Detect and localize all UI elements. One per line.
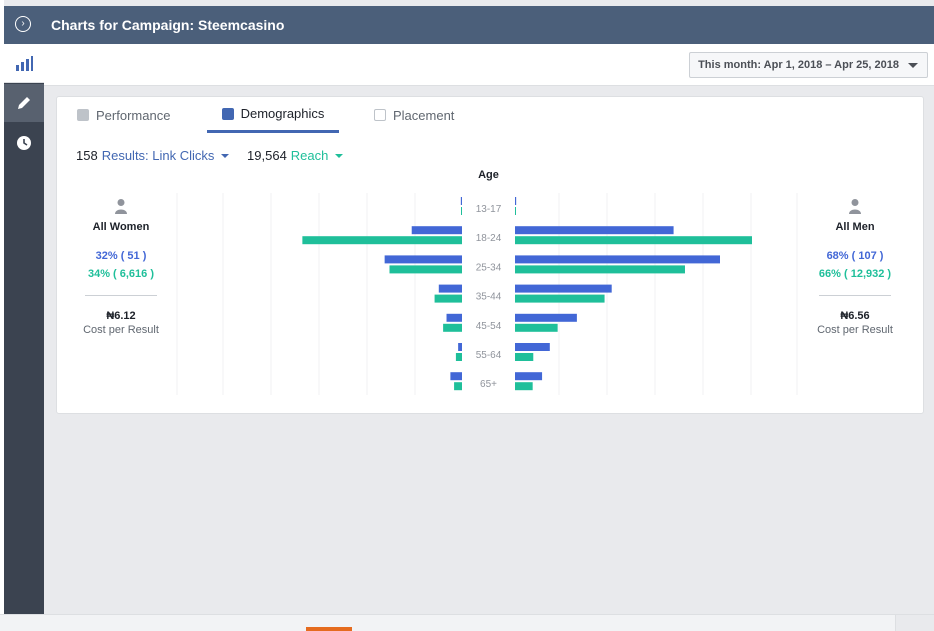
- caret-down-icon: [908, 63, 918, 68]
- men-reach-pct: 66% ( 12,932 ): [818, 268, 892, 280]
- caret-down-icon: [335, 153, 344, 158]
- bar-women-reach: [389, 265, 462, 274]
- bar-women-results: [384, 255, 462, 264]
- page-title: Charts for Campaign: Steemcasino: [51, 17, 285, 33]
- age-tick-label: 35-44: [476, 292, 502, 303]
- bar-women-reach: [443, 323, 462, 332]
- demographics-panel: Performance Demographics Placement 158 R…: [56, 96, 924, 414]
- caret-down-icon: [221, 153, 230, 158]
- bar-men-reach: [515, 236, 752, 245]
- divider: [85, 295, 157, 296]
- scroll-accent: [306, 627, 352, 631]
- tab-label: Performance: [96, 107, 171, 123]
- men-cost-label: Cost per Result: [817, 324, 893, 336]
- divider: [819, 295, 891, 296]
- bar-men-reach: [515, 207, 516, 215]
- women-results-pct: 32% ( 51 ): [95, 250, 147, 262]
- left-edge: [0, 0, 4, 630]
- women-reach-pct: 34% ( 6,616 ): [87, 268, 155, 280]
- bar-women-results: [450, 372, 462, 381]
- bottom-strip: [0, 614, 934, 631]
- women-cost-label: Cost per Result: [83, 324, 159, 336]
- chart-header: › Charts for Campaign: Steemcasino: [4, 6, 934, 44]
- bar-men-results: [515, 226, 674, 235]
- age-butterfly-chart: Age 13-17 18-24 25-34 35-44 45-54 55-64 65+: [176, 169, 798, 395]
- bar-men-results: [515, 284, 612, 293]
- age-tick-label: 13-17: [476, 204, 502, 215]
- age-tick-label: 45-54: [476, 321, 502, 332]
- date-range-label: This month: Apr 1, 2018 – Apr 25, 2018: [698, 59, 899, 71]
- tab-demographics[interactable]: Demographics: [207, 97, 339, 133]
- men-title: All Men: [835, 221, 875, 233]
- men-results-pct: 68% ( 107 ): [826, 250, 884, 262]
- results-metric-selector[interactable]: 158 Results: Link Clicks: [76, 148, 230, 163]
- bar-women-reach: [454, 382, 462, 391]
- bar-women-results: [458, 343, 462, 351]
- bar-men-reach: [515, 294, 605, 303]
- performance-icon: [77, 109, 89, 121]
- results-label: Results: Link Clicks: [101, 148, 215, 163]
- date-range-dropdown[interactable]: This month: Apr 1, 2018 – Apr 25, 2018: [689, 52, 928, 78]
- age-tick-label: 55-64: [476, 350, 502, 361]
- reach-label: Reach: [290, 148, 329, 163]
- reach-value: 19,564: [247, 148, 287, 163]
- bar-men-results: [515, 343, 550, 351]
- bar-men-reach: [515, 323, 558, 332]
- bar-women-reach: [455, 353, 462, 361]
- chart-title: Age: [478, 169, 499, 181]
- bar-men-reach: [515, 265, 685, 274]
- women-title: All Women: [92, 221, 150, 233]
- person-icon: [800, 198, 910, 217]
- men-summary: All Men 68% ( 107 ) 66% ( 12,932 ) ₦6.56…: [800, 198, 910, 336]
- corner-block: [895, 615, 934, 631]
- placement-icon: [374, 109, 386, 121]
- bar-women-results: [438, 284, 462, 293]
- tab-placement[interactable]: Placement: [374, 97, 454, 133]
- chevron-right-circle-icon[interactable]: ›: [15, 16, 31, 32]
- results-value: 158: [76, 148, 98, 163]
- demographics-icon: [221, 107, 234, 120]
- clock-icon[interactable]: [4, 124, 44, 162]
- reach-metric-selector[interactable]: 19,564 Reach: [247, 148, 344, 163]
- women-cost: ₦6.12: [106, 310, 136, 322]
- bar-men-results: [515, 313, 577, 322]
- tab-label: Demographics: [240, 106, 325, 121]
- tab-performance[interactable]: Performance: [77, 97, 170, 133]
- bar-chart-icon[interactable]: [4, 44, 44, 83]
- age-tick-label: 18-24: [476, 233, 502, 244]
- men-cost: ₦6.56: [840, 310, 870, 322]
- age-tick-label: 65+: [480, 379, 497, 390]
- bar-women-results: [411, 226, 462, 235]
- bar-men-reach: [515, 382, 533, 391]
- metrics-bar: 158 Results: Link Clicks 19,564 Reach: [76, 148, 357, 163]
- age-tick-label: 25-34: [476, 262, 502, 273]
- bar-women-results: [446, 313, 462, 322]
- bar-women-reach: [461, 207, 462, 215]
- bar-men-results: [515, 372, 543, 381]
- women-summary: All Women 32% ( 51 ) 34% ( 6,616 ) ₦6.12…: [66, 198, 176, 336]
- bar-women-reach: [302, 236, 462, 245]
- bar-women-reach: [434, 294, 462, 303]
- bar-men-results: [515, 255, 720, 264]
- pencil-icon[interactable]: [4, 84, 44, 122]
- sidebar: [4, 44, 44, 614]
- bar-men-reach: [515, 353, 534, 361]
- tab-label: Placement: [393, 107, 455, 123]
- bar-men-results: [515, 197, 517, 205]
- person-icon: [66, 198, 176, 217]
- bar-women-results: [460, 197, 462, 205]
- toolbar: This month: Apr 1, 2018 – Apr 25, 2018: [44, 44, 934, 86]
